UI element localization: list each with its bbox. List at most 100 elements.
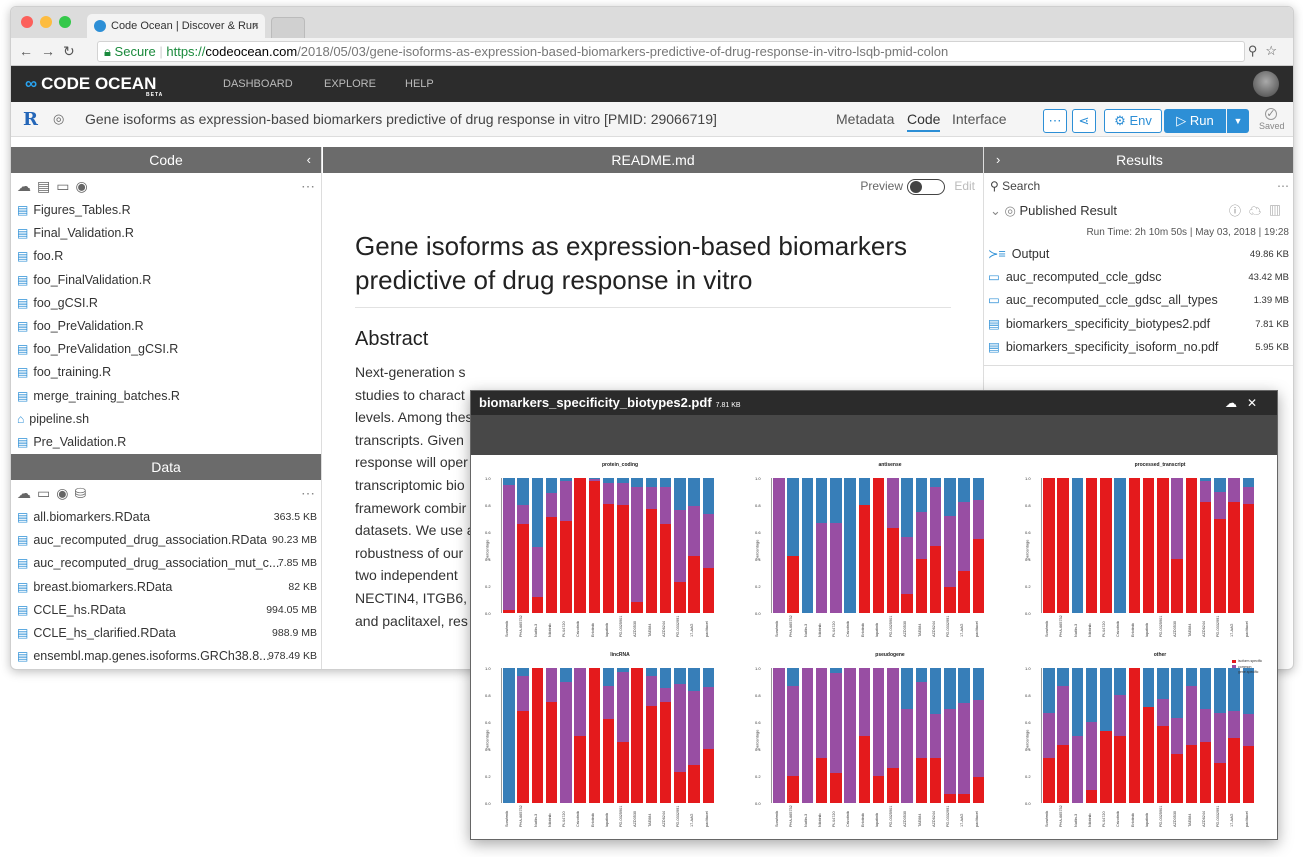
- env-button[interactable]: ⚙ Env: [1104, 109, 1162, 133]
- result-item[interactable]: ▭ auc_recomputed_ccle_gdsc 43.42 MB: [984, 266, 1293, 289]
- code-file[interactable]: ▤ foo_PreValidation.R: [11, 315, 321, 338]
- bar: [887, 478, 899, 613]
- tab-close-icon[interactable]: ×: [252, 20, 259, 32]
- browser-nav-icons[interactable]: ←→↻: [19, 43, 83, 59]
- code-file[interactable]: ▤ foo_gCSI.R: [11, 292, 321, 315]
- bar: [560, 478, 572, 613]
- result-item[interactable]: ▭ auc_recomputed_ccle_gdsc_all_types 1.39 …: [984, 289, 1293, 312]
- results-more-icon[interactable]: ⋯: [1277, 179, 1289, 193]
- preview-toggle[interactable]: Preview: [860, 179, 945, 195]
- new-file-icon[interactable]: ▤: [37, 178, 57, 194]
- bar-group: [1041, 478, 1255, 613]
- result-item[interactable]: ▤ biomarkers_specificity_biotypes2.pdf 7.8…: [984, 313, 1293, 336]
- tab-interface[interactable]: Interface: [952, 111, 1007, 127]
- code-ocean-logo[interactable]: ∞ CODE OCEAN BETA: [25, 74, 162, 98]
- x-tick-label: AZD0530: [1173, 810, 1178, 827]
- github-icon[interactable]: ◉: [56, 485, 75, 502]
- edit-button[interactable]: Edit: [954, 179, 975, 193]
- more-options-button[interactable]: ⋯: [1043, 109, 1067, 133]
- tab-code[interactable]: Code: [907, 111, 941, 132]
- data-file[interactable]: ▤ CCLE_hs_clarified.RData 988.9 MB: [11, 622, 321, 645]
- new-folder-icon[interactable]: ▭: [37, 485, 57, 502]
- new-folder-icon[interactable]: ▭: [56, 178, 76, 194]
- code-file[interactable]: ▤ Final_Validation.R: [11, 222, 321, 245]
- download-icon[interactable]: ☁: [1224, 396, 1247, 410]
- nav-help[interactable]: HELP: [405, 78, 434, 90]
- code-file[interactable]: ▤ foo_FinalValidation.R: [11, 269, 321, 292]
- code-file[interactable]: ▤ merge_training_batches.R: [11, 385, 321, 408]
- data-file[interactable]: ▤ all.biomarkers.RData 363.5 KB: [11, 506, 321, 529]
- x-tick-label: 17-AAG: [690, 813, 695, 827]
- toggle-switch[interactable]: [907, 179, 945, 195]
- code-file[interactable]: ▤ foo_training.R: [11, 361, 321, 384]
- code-file[interactable]: ⌂ pipeline.sh: [11, 408, 321, 431]
- code-file[interactable]: ▤ Figures_Tables.R: [11, 199, 321, 222]
- gene-segment: [659, 478, 672, 488]
- result-item[interactable]: ≻≡ Output 49.86 KB: [984, 243, 1293, 266]
- close-icon[interactable]: ✕: [1246, 396, 1267, 410]
- result-actions[interactable]: ⓘ☁▥: [1228, 204, 1289, 218]
- isoform-segment: [1100, 731, 1112, 803]
- close-window-button[interactable]: [21, 16, 33, 28]
- gene-segment: [1199, 668, 1212, 709]
- gene-segment: [602, 668, 615, 686]
- data-file[interactable]: ▤ breast.biomarkers.RData 82 KB: [11, 576, 321, 599]
- common-segment: [1242, 487, 1255, 504]
- y-tick-label: 1.0: [755, 476, 761, 481]
- code-more-icon[interactable]: ⋯: [301, 178, 315, 194]
- isoform-segment: [702, 749, 715, 803]
- bar: [1157, 668, 1169, 803]
- app-nav-bar: ∞ CODE OCEAN BETA DASHBOARD EXPLORE HELP: [11, 66, 1293, 102]
- collapse-right-icon[interactable]: ›: [996, 152, 1001, 167]
- file-size: 994.05 MB: [266, 603, 317, 616]
- x-tick-label: AZD0530: [633, 620, 638, 637]
- gene-segment: [1114, 668, 1126, 695]
- share-button[interactable]: ⋖: [1072, 109, 1096, 133]
- run-button[interactable]: ▷ Run: [1164, 109, 1226, 133]
- x-tick-label: Nutlin-3: [803, 813, 808, 827]
- code-file[interactable]: ▤ foo.R: [11, 245, 321, 268]
- code-file[interactable]: ▤ foo_PreValidation_gCSI.R: [11, 338, 321, 361]
- chart-panel: pseudogene percentage 0.0 0.2 0.4 0.6 0.8 1.0 So…: [745, 647, 1011, 837]
- data-more-icon[interactable]: ⋯: [301, 485, 315, 502]
- common-segment: [830, 673, 842, 774]
- upload-icon[interactable]: ☁: [17, 485, 37, 502]
- common-segment: [503, 484, 515, 611]
- upload-icon[interactable]: ☁: [17, 178, 37, 194]
- browser-tab[interactable]: Code Ocean | Discover & Run ×: [87, 14, 265, 38]
- data-file[interactable]: ▤ auc_recomputed_drug_association_mut_c..…: [11, 552, 321, 575]
- code-panel-header: Code ‹: [11, 147, 321, 173]
- data-file[interactable]: ▤ CCLE_hs.RData 994.05 MB: [11, 599, 321, 622]
- code-file[interactable]: ▤ Pre_Validation.R: [11, 431, 321, 454]
- isoform-segment: [1171, 559, 1183, 613]
- gene-segment: [815, 478, 828, 523]
- file-name: breast.biomarkers.RData: [33, 579, 173, 594]
- url-field[interactable]: 🔒︎ Secure | https://codeocean.com/2018/0…: [97, 41, 1245, 62]
- x-tick-label: lapatinib: [604, 812, 609, 827]
- user-avatar[interactable]: [1253, 71, 1279, 97]
- y-tick-label: 1.0: [485, 666, 491, 671]
- tab-metadata[interactable]: Metadata: [836, 111, 895, 127]
- maximize-window-button[interactable]: [59, 16, 71, 28]
- bar: [531, 478, 544, 613]
- data-file[interactable]: ▤ ensembl.map.genes.isoforms.GRCh38.8... 9…: [11, 645, 321, 668]
- bookmark-star-icon[interactable]: ⚲☆: [1247, 43, 1285, 58]
- bar: [574, 478, 586, 613]
- code-panel-title: Code: [149, 152, 183, 168]
- bar: [887, 668, 899, 803]
- nav-dashboard[interactable]: DASHBOARD: [223, 78, 293, 90]
- result-item[interactable]: ▤ biomarkers_specificity_isoform_no.pdf 5.…: [984, 336, 1293, 359]
- gene-segment: [1114, 478, 1126, 613]
- y-tick-label: 0.6: [755, 720, 761, 725]
- run-options-dropdown[interactable]: ▼: [1227, 109, 1249, 133]
- nav-explore[interactable]: EXPLORE: [324, 78, 376, 90]
- data-file[interactable]: ▤ auc_recomputed_drug_association.RData 90…: [11, 529, 321, 552]
- file-icon: ▤: [17, 579, 29, 594]
- github-icon[interactable]: ◉: [75, 178, 94, 194]
- published-result-row[interactable]: ⌄ ◎ Published Result ⓘ☁▥: [984, 199, 1293, 223]
- results-search[interactable]: ⚲ Search ⋯: [984, 173, 1293, 199]
- database-icon[interactable]: ⛁: [74, 485, 93, 502]
- new-tab-button[interactable]: [271, 17, 305, 38]
- minimize-window-button[interactable]: [40, 16, 52, 28]
- collapse-left-icon[interactable]: ‹: [306, 152, 311, 167]
